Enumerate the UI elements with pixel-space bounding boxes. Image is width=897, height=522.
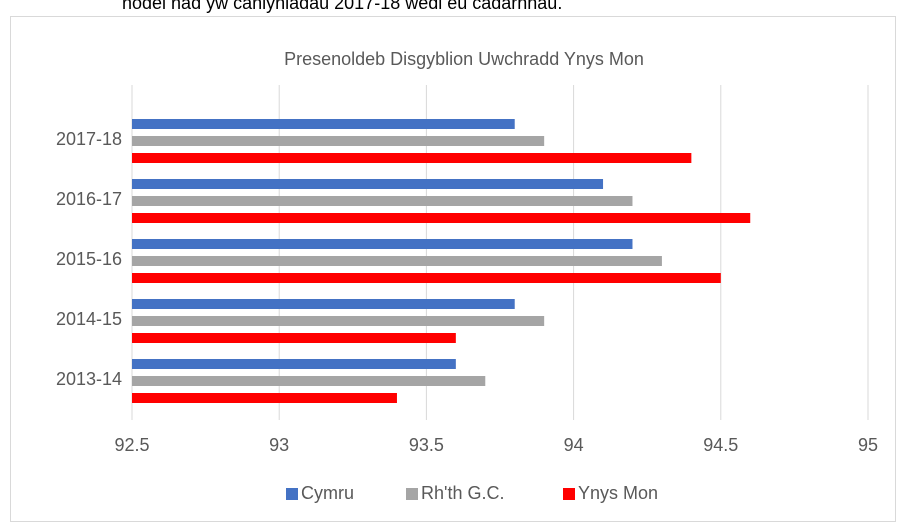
bar	[132, 136, 545, 146]
legend-label: Ynys Mon	[578, 483, 658, 503]
x-tick-label: 95	[858, 435, 878, 455]
x-tick-label: 94	[564, 435, 584, 455]
legend-label: Cymru	[301, 483, 354, 503]
bar	[132, 376, 486, 386]
note-text: nodel nad yw canlyniadau 2017-18 wedi eu…	[122, 0, 562, 13]
y-tick-label: 2013-14	[56, 369, 122, 389]
bar	[132, 179, 604, 189]
x-tick-label: 93	[269, 435, 289, 455]
bar	[132, 239, 633, 249]
bar	[132, 393, 397, 403]
bar	[132, 316, 545, 326]
bar	[132, 359, 456, 369]
legend-swatch	[286, 488, 298, 500]
bar	[132, 299, 515, 309]
chart-frame	[10, 16, 896, 522]
legend-label: Rh'th G.C.	[421, 483, 504, 503]
bar	[132, 119, 515, 129]
legend-swatch	[563, 488, 575, 500]
y-tick-label: 2017-18	[56, 129, 122, 149]
bar	[132, 256, 662, 266]
chart-title: Presenoldeb Disgyblion Uwchradd Ynys Mon	[284, 49, 644, 69]
x-tick-label: 94.5	[703, 435, 738, 455]
bar	[132, 196, 633, 206]
y-tick-label: 2016-17	[56, 189, 122, 209]
bar	[132, 213, 751, 223]
bar	[132, 333, 456, 343]
legend-swatch	[406, 488, 418, 500]
y-tick-label: 2015-16	[56, 249, 122, 269]
x-tick-label: 93.5	[409, 435, 444, 455]
bar	[132, 273, 721, 283]
y-tick-label: 2014-15	[56, 309, 122, 329]
x-tick-label: 92.5	[114, 435, 149, 455]
bar	[132, 153, 692, 163]
